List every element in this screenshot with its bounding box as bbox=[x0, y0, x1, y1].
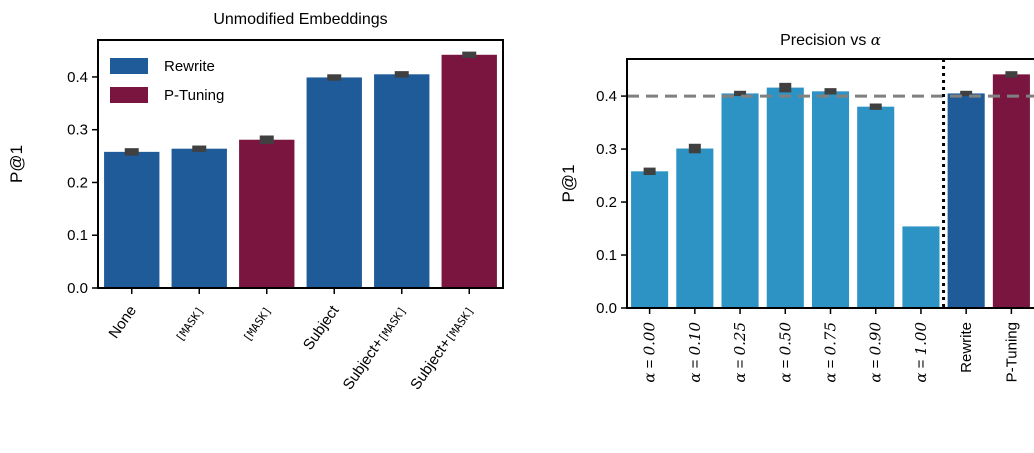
x-tick-label-part: Subject bbox=[300, 302, 343, 353]
x-tick-label-eq: = bbox=[732, 355, 749, 372]
error-bar bbox=[124, 148, 139, 156]
x-tick-label: Subject bbox=[300, 302, 343, 353]
x-tick-label: [MASK] bbox=[173, 304, 206, 344]
x-tick-label-part: None bbox=[106, 303, 140, 342]
y-tick-label: 0.2 bbox=[596, 194, 617, 211]
chart-title-symbol: α bbox=[871, 31, 881, 49]
x-tick-label: Subject+[MASK] bbox=[340, 303, 410, 393]
x-tick-label-eq: = bbox=[642, 355, 659, 372]
bar bbox=[631, 171, 669, 308]
x-tick-label-eq: = bbox=[913, 355, 930, 372]
x-tick-label-symbol: α bbox=[776, 373, 794, 383]
y-tick-label: 0.1 bbox=[596, 247, 617, 264]
chart-precision-vs-alpha: Precision vs α 0.0 0.1 0.2 0.3 0.4 P@1 α = 0.00… bbox=[559, 31, 1034, 383]
bar bbox=[306, 77, 362, 288]
plot-frame bbox=[626, 58, 1034, 309]
legend-label: P-Tuning bbox=[164, 87, 224, 104]
x-tick-label-symbol: α bbox=[686, 373, 704, 383]
error-bar bbox=[688, 143, 701, 154]
bar bbox=[104, 151, 160, 288]
x-tick-label-number: 0.50 bbox=[776, 322, 794, 356]
x-tick-label-eq: = bbox=[777, 355, 794, 372]
error-bar bbox=[462, 51, 477, 58]
error-bar bbox=[327, 74, 342, 81]
y-tick-label: 0.4 bbox=[67, 69, 88, 86]
y-axis-label: P@1 bbox=[559, 164, 578, 202]
error-bar bbox=[779, 82, 792, 93]
x-tick-label: Subject+[MASK] bbox=[407, 303, 477, 393]
x-tick-label: α = 0.75 bbox=[822, 322, 840, 383]
y-tick-label: 0.2 bbox=[67, 174, 88, 191]
x-tick-label: [MASK] bbox=[241, 304, 274, 344]
x-tick-label: α = 0.25 bbox=[731, 322, 749, 383]
error-bar bbox=[1005, 71, 1018, 78]
chart-title: Unmodified Embeddings bbox=[213, 11, 387, 28]
bar bbox=[721, 93, 759, 308]
legend-swatch bbox=[110, 87, 148, 103]
x-tick-label-number: 0.90 bbox=[867, 322, 885, 356]
legend: Rewrite P-Tuning bbox=[110, 58, 224, 104]
y-axis-label: P@1 bbox=[7, 145, 26, 183]
error-bar bbox=[643, 167, 656, 176]
bar bbox=[239, 139, 295, 288]
error-bar bbox=[192, 145, 207, 152]
x-tick-label-number: 0.00 bbox=[641, 322, 659, 356]
chart-unmodified-embeddings: Unmodified Embeddings 0.0 0.1 0.2 0.3 0.4 P@1 N… bbox=[7, 11, 504, 393]
bar bbox=[171, 148, 227, 288]
legend-label: Rewrite bbox=[164, 58, 215, 75]
x-tick-label-symbol: α bbox=[822, 373, 840, 383]
x-tick-label-number: 1.00 bbox=[912, 322, 930, 356]
chart-title: Precision vs α bbox=[780, 31, 881, 49]
x-tick-label-part: [MASK] bbox=[376, 304, 409, 344]
x-tick-label-symbol: α bbox=[867, 373, 885, 383]
bar bbox=[857, 106, 895, 309]
x-tick-label-number: 0.75 bbox=[822, 322, 840, 355]
bar bbox=[374, 74, 430, 288]
x-tick-label: α = 0.00 bbox=[641, 322, 659, 383]
x-tick-label-eq: = bbox=[823, 355, 840, 372]
x-tick-label-number: 0.25 bbox=[731, 322, 749, 355]
x-tick-label-eq: = bbox=[868, 355, 885, 372]
y-tick-label: 0.3 bbox=[67, 122, 88, 139]
chart-title-text: Precision vs bbox=[780, 32, 871, 49]
x-tick-label: α = 0.50 bbox=[776, 322, 794, 383]
x-tick-label-part: [MASK] bbox=[443, 304, 476, 344]
y-tick-label: 0.4 bbox=[596, 88, 617, 105]
error-bar bbox=[824, 88, 837, 95]
x-tick-label: α = 0.90 bbox=[867, 322, 885, 383]
legend-swatch bbox=[110, 58, 148, 74]
error-bar bbox=[869, 103, 882, 110]
bar bbox=[902, 226, 940, 308]
y-tick-label: 0.0 bbox=[596, 300, 617, 317]
x-tick-label-eq: = bbox=[687, 355, 704, 372]
x-tick-label-symbol: α bbox=[641, 373, 659, 383]
y-tick-label: 0.3 bbox=[596, 141, 617, 158]
x-tick-label-symbol: α bbox=[731, 373, 749, 383]
bar bbox=[811, 91, 850, 309]
bar bbox=[766, 87, 804, 308]
x-tick-label: α = 0.10 bbox=[686, 322, 704, 383]
x-tick-label-part: [MASK] bbox=[241, 304, 274, 344]
x-tick-label: None bbox=[106, 303, 140, 342]
x-tick-label-symbol: α bbox=[912, 373, 930, 383]
y-tick-label: 0.1 bbox=[67, 227, 88, 244]
plot-frame bbox=[97, 39, 504, 289]
y-tick-label: 0.0 bbox=[67, 280, 88, 297]
bar bbox=[441, 54, 497, 288]
bar bbox=[947, 93, 985, 308]
error-bar bbox=[394, 71, 409, 78]
error-bar bbox=[960, 90, 973, 97]
bar bbox=[992, 74, 1030, 308]
error-bar bbox=[259, 135, 274, 144]
x-tick-label: α = 1.00 bbox=[912, 322, 930, 383]
x-tick-label-number: 0.10 bbox=[686, 322, 704, 356]
x-tick-label-part: Subject+ bbox=[340, 335, 388, 393]
x-tick-label: Rewrite bbox=[958, 322, 975, 373]
x-tick-label-part: Subject+ bbox=[407, 335, 455, 393]
error-bar bbox=[734, 90, 747, 97]
bar bbox=[676, 148, 714, 308]
x-tick-label: P-Tuning bbox=[1003, 322, 1020, 382]
x-tick-label-part: [MASK] bbox=[173, 304, 206, 344]
